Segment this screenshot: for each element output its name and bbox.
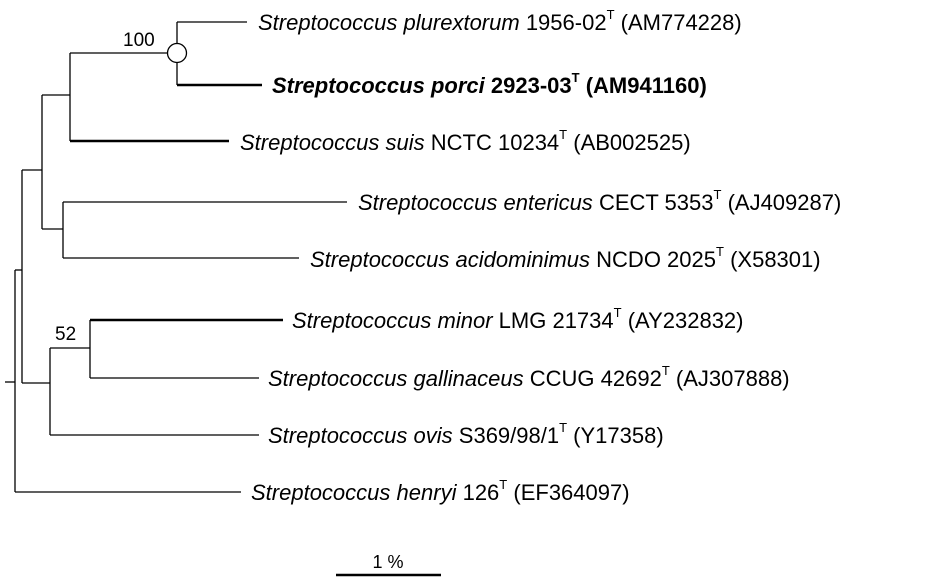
taxon-label-entericus: Streptococcus entericus CECT 5353T (AJ40… [358,187,841,215]
taxon-label-suis: Streptococcus suis NCTC 10234T (AB002525… [240,127,691,155]
support-value-porci-node: 100 [123,30,155,51]
taxon-label-gallinaceus: Streptococcus gallinaceus CCUG 42692T (A… [268,363,790,391]
taxon-label-plurextorum: Streptococcus plurextorum 1956-02T (AM77… [258,7,742,35]
taxon-label-minor: Streptococcus minor LMG 21734T (AY232832… [292,305,744,333]
taxon-label-ovis: Streptococcus ovis S369/98/1T (Y17358) [268,420,664,448]
taxon-label-porci: Streptococcus porci 2923-03T (AM941160) [272,70,707,98]
node-circle-marker [166,42,188,64]
scale-bar-label: 1 % [372,552,403,572]
taxon-label-acidominimus: Streptococcus acidominimus NCDO 2025T (X… [310,244,821,272]
support-value-minor-node: 52 [55,324,76,345]
taxon-label-henryi: Streptococcus henryi 126T (EF364097) [251,477,630,505]
